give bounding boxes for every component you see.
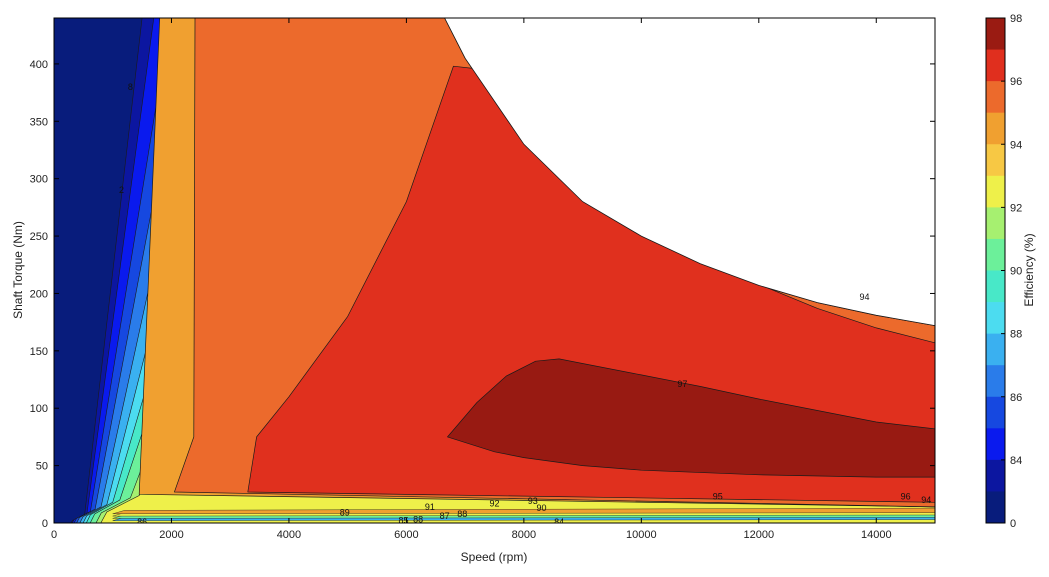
colorbar-swatch-89	[986, 302, 1005, 335]
colorbar-tick-label: 90	[1010, 266, 1022, 278]
colorbar-tick-label: 88	[1010, 329, 1022, 341]
colorbar-label: Efficiency (%)	[1022, 233, 1036, 306]
colorbar-tick-label: 96	[1010, 76, 1022, 88]
colorbar-tick-label: 84	[1010, 455, 1022, 467]
colorbar-swatch-0	[986, 491, 1005, 524]
colorbar: 98 96 94 92 90 88 86 84 0	[985, 13, 1022, 530]
x-tick-label: 0	[51, 529, 57, 541]
y-tick-label: 50	[36, 461, 48, 473]
colorbar-tick-label: 94	[1010, 139, 1022, 151]
y-tick-label: 300	[30, 174, 48, 186]
contour-label: 94	[859, 292, 869, 302]
colorbar-swatch-94	[986, 144, 1005, 177]
colorbar-tick-label: 92	[1010, 202, 1022, 214]
x-tick-label: 10000	[626, 529, 657, 541]
contour-label: 88	[413, 515, 423, 525]
max-torque-envelope	[444, 18, 935, 326]
colorbar-swatch-97	[986, 49, 1005, 82]
y-axis: 0 50 100 150 200 250 300 350 400	[30, 59, 935, 530]
y-tick-label: 400	[30, 59, 48, 71]
colorbar-swatch-85	[986, 428, 1005, 461]
contour-label: 2	[119, 185, 124, 195]
contour-label: 88	[457, 509, 467, 519]
contour-label: 87	[440, 511, 450, 521]
colorbar-tick-label: 0	[1010, 518, 1016, 530]
x-tick-label: 6000	[394, 529, 418, 541]
colorbar-swatch-98	[986, 18, 1005, 51]
infeasible-region	[444, 18, 935, 326]
y-tick-label: 150	[30, 346, 48, 358]
contour-label: 86	[137, 517, 147, 527]
efficiency-region-97	[447, 358, 935, 478]
contour-label: 93	[528, 496, 538, 506]
y-axis-label: Shaft Torque (Nm)	[11, 221, 25, 319]
contour-label: 94	[921, 495, 931, 505]
contour-label: 84	[554, 517, 564, 527]
x-tick-label: 4000	[277, 529, 301, 541]
y-tick-label: 0	[42, 518, 48, 530]
y-tick-label: 350	[30, 116, 48, 128]
colorbar-swatch-96	[986, 81, 1005, 114]
contour-label: 96	[901, 492, 911, 502]
colorbar-swatch-88	[986, 333, 1005, 366]
contour-label: 91	[425, 502, 435, 512]
contour-label: 92	[489, 499, 499, 509]
colorbar-swatch-87	[986, 365, 1005, 398]
colorbar-swatch-93	[986, 175, 1005, 208]
efficiency-band-low-torque	[112, 507, 935, 514]
colorbar-swatch-86	[986, 396, 1005, 429]
x-tick-label: 14000	[861, 529, 892, 541]
y-tick-label: 200	[30, 288, 48, 300]
contour-label: 85	[398, 516, 408, 526]
x-tick-label: 8000	[512, 529, 536, 541]
x-axis: 0 2000 4000 6000 8000 10000 12000 14000	[51, 18, 892, 541]
x-tick-label: 2000	[159, 529, 183, 541]
contour-label: 90	[536, 503, 546, 513]
contour-label: 89	[340, 508, 350, 518]
y-tick-label: 250	[30, 231, 48, 243]
x-tick-label: 12000	[744, 529, 775, 541]
plot-border	[53, 17, 936, 524]
colorbar-swatch-90	[986, 270, 1005, 303]
plot-frame	[53, 17, 936, 524]
contour-label: 95	[713, 492, 723, 502]
colorbar-swatch-92	[986, 207, 1005, 240]
contour-label: 97	[677, 379, 687, 389]
colorbar-swatch-84	[986, 459, 1005, 492]
y-tick-label: 100	[30, 403, 48, 415]
colorbar-tick-label: 98	[1010, 13, 1022, 25]
colorbar-swatch-95	[986, 112, 1005, 145]
contour-label: 8	[128, 82, 133, 92]
x-axis-label: Speed (rpm)	[461, 550, 528, 564]
colorbar-tick-label: 86	[1010, 392, 1022, 404]
colorbar-swatch-91	[986, 238, 1005, 271]
